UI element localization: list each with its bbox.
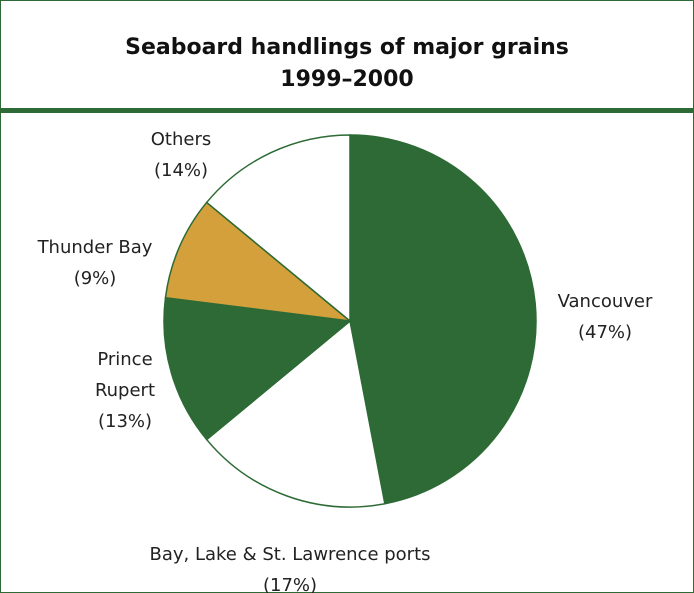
slice-value-label: (9%) — [74, 268, 117, 289]
chart-title: Seaboard handlings of major grains — [125, 35, 569, 60]
pie-slice — [205, 319, 386, 508]
slice-value-label: (13%) — [98, 411, 152, 432]
slice-label: Bay, Lake & St. Lawrence ports — [149, 544, 430, 565]
pie-slice — [163, 296, 352, 441]
pie-slice — [349, 134, 537, 505]
slice-label: Vancouver — [558, 291, 653, 312]
chart-subtitle: 1999–2000 — [280, 67, 413, 92]
slice-label: Prince Rupert — [95, 349, 155, 401]
slice-value-label: (14%) — [154, 160, 208, 181]
slice-value-label: (17%) — [263, 575, 317, 593]
slice-label: Thunder Bay — [37, 237, 153, 258]
pie-slice — [164, 201, 353, 323]
slice-label: Others — [151, 129, 212, 150]
pie-slice — [205, 134, 351, 323]
slice-value-label: (47%) — [578, 322, 632, 343]
header-rule — [1, 108, 693, 113]
